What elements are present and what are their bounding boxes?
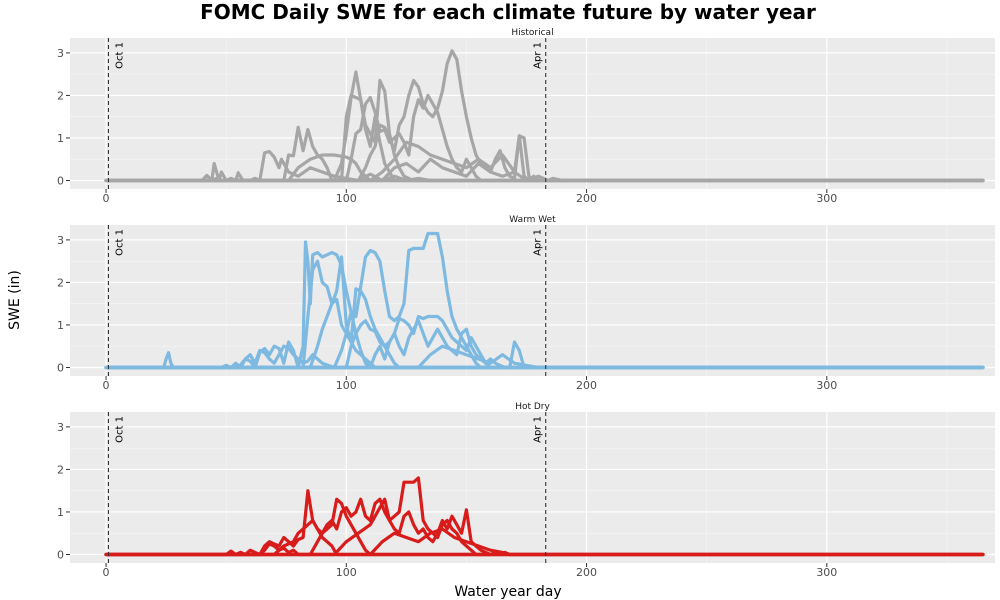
y-tick-label: 2	[57, 463, 64, 476]
x-tick-label: 300	[816, 192, 837, 205]
series-line	[104, 497, 985, 557]
reference-line-label: Apr 1	[533, 42, 544, 69]
reference-line-label: Oct 1	[114, 42, 125, 69]
reference-line-label: Oct 1	[114, 416, 125, 443]
y-tick-label: 3	[57, 47, 64, 60]
series-line	[104, 78, 985, 183]
x-tick-label: 200	[576, 192, 597, 205]
x-axis-title: Water year day	[454, 584, 561, 600]
series-line	[104, 527, 985, 557]
chart-title: FOMC Daily SWE for each climate future b…	[200, 0, 816, 24]
series-line	[104, 240, 985, 370]
y-tick-label: 1	[57, 319, 64, 332]
x-tick-label: 300	[816, 566, 837, 579]
x-tick-label: 200	[576, 566, 597, 579]
reference-line-label: Apr 1	[533, 416, 544, 443]
facet-strip-label: Hot Dry	[515, 402, 550, 412]
series-line	[104, 255, 985, 370]
y-tick-label: 1	[57, 506, 64, 519]
series-line	[104, 489, 985, 557]
panel-background	[70, 38, 995, 189]
facet-strip-label: Warm Wet	[509, 215, 556, 225]
x-tick-label: 0	[103, 192, 110, 205]
y-tick-label: 2	[57, 89, 64, 102]
x-tick-label: 0	[103, 379, 110, 392]
y-tick-label: 0	[57, 548, 64, 561]
x-tick-label: 100	[336, 566, 357, 579]
x-tick-label: 100	[336, 192, 357, 205]
reference-line-label: Apr 1	[533, 229, 544, 256]
facet-panel: Warm Wet 0 1 2 3 0 100 200 300 Oct 1 Apr 1	[57, 215, 995, 392]
facet-strip-label: Historical	[511, 28, 553, 38]
panel-background	[70, 225, 995, 376]
y-tick-label: 1	[57, 132, 64, 145]
y-tick-label: 0	[57, 174, 64, 187]
y-tick-label: 2	[57, 276, 64, 289]
series-line	[104, 125, 985, 183]
series-line	[104, 157, 985, 183]
series-line	[104, 314, 512, 370]
facet-panel: Hot Dry 0 1 2 3 0 100 200 300 Oct 1 Apr 1	[57, 402, 995, 579]
x-tick-label: 300	[816, 379, 837, 392]
facet-panel: Historical 0 1 2 3 0 100 200 300 Oct 1 Apr 1	[57, 28, 995, 205]
x-tick-label: 0	[103, 566, 110, 579]
reference-line-label: Oct 1	[114, 229, 125, 256]
panel-background	[70, 412, 995, 563]
x-tick-label: 100	[336, 379, 357, 392]
y-axis-title: SWE (in)	[7, 270, 23, 330]
series-line	[104, 497, 985, 557]
y-tick-label: 0	[57, 361, 64, 374]
series-line	[104, 344, 985, 370]
y-tick-label: 3	[57, 421, 64, 434]
series-line	[104, 344, 985, 370]
y-tick-label: 3	[57, 234, 64, 247]
series-line	[104, 49, 985, 183]
x-tick-label: 200	[576, 379, 597, 392]
